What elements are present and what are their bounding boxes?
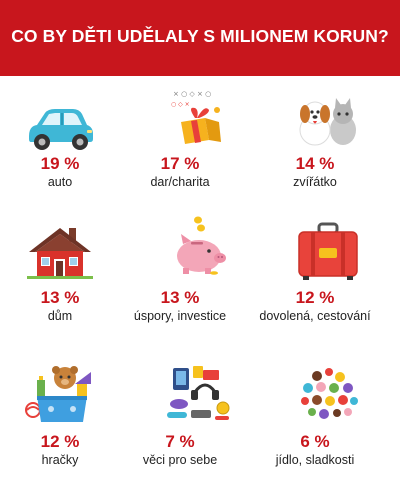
category-label: věci pro sebe (142, 453, 218, 467)
value-label: 17 % (160, 154, 200, 173)
car-icon (29, 109, 93, 150)
value-label: 13 % (160, 288, 200, 307)
page-title: CO BY DĚTI UDĚLALY S MILIONEM KORUN? (11, 25, 389, 46)
value-label: 12 % (40, 432, 80, 451)
svg-text:○ ◇ ×: ○ ◇ × (171, 101, 190, 108)
category-label: dům (47, 309, 73, 323)
value-label: 14 % (295, 154, 335, 173)
gift-icon: × ○ ◇ × ○ ○ ◇ × (171, 90, 221, 144)
value-label: 13 % (40, 288, 80, 307)
category-label: úspory, investice (133, 309, 227, 323)
category-label: jídlo, sladkosti (275, 453, 355, 467)
pets-icon (299, 98, 356, 146)
value-label: 12 % (295, 288, 335, 307)
category-label: hračky (41, 453, 79, 467)
category-label: zvířátko (293, 175, 337, 189)
category-label: auto (47, 175, 73, 189)
category-label: dar/charita (150, 175, 210, 189)
gadgets-icon (167, 366, 230, 420)
value-label: 7 % (165, 432, 195, 451)
infographic-grid: × ○ ◇ × ○ ○ ◇ × 17 % 19 % 14 % auto dar/… (0, 76, 400, 500)
svg-text:× ○ ◇ × ○: × ○ ◇ × ○ (173, 90, 211, 98)
value-label: 19 % (40, 154, 80, 173)
sweets-icon (301, 368, 358, 420)
toys-icon (25, 366, 91, 422)
title-banner: CO BY DĚTI UDĚLALY S MILIONEM KORUN? (0, 0, 400, 76)
value-label: 6 % (300, 432, 330, 451)
suitcase-icon (298, 222, 358, 280)
house-icon (27, 228, 93, 279)
category-label: dovolená, cestování (259, 309, 371, 323)
piggy-bank-icon (177, 216, 226, 275)
